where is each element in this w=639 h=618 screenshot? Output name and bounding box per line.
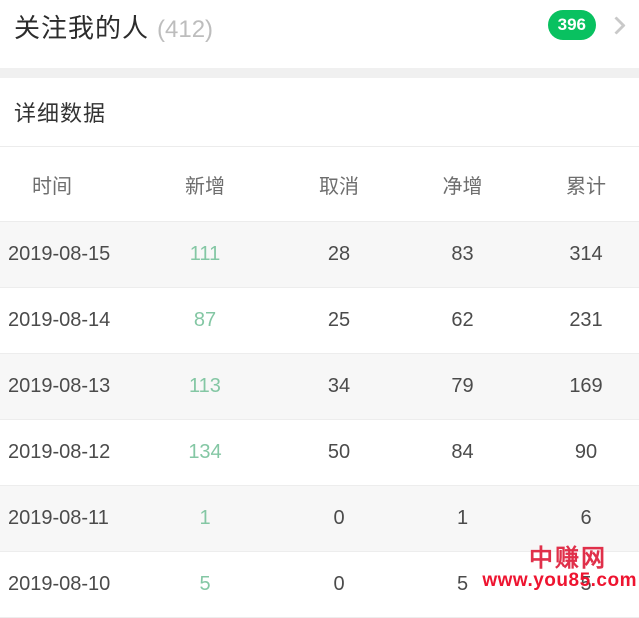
- cell-total: 314: [569, 243, 603, 265]
- cell-date: 2019-08-10: [8, 573, 111, 595]
- cell-cancel: 34: [327, 375, 351, 397]
- cell-date: 2019-08-14: [8, 309, 111, 331]
- cell-net: 84: [451, 441, 474, 463]
- cell-date: 2019-08-13: [8, 375, 111, 397]
- followers-total-count: (412): [157, 16, 214, 43]
- cell-net: 62: [451, 309, 474, 331]
- col-header-new: 新增: [185, 175, 225, 198]
- cell-cancel: 0: [333, 507, 345, 529]
- cell-net: 83: [451, 243, 474, 265]
- followers-header-right[interactable]: 396: [547, 10, 626, 40]
- cell-date: 2019-08-11: [8, 507, 109, 529]
- cell-cancel: 50: [327, 441, 351, 463]
- table-row: 2019-08-13 113 34 79 169: [0, 354, 639, 420]
- cell-net: 79: [451, 375, 474, 397]
- cell-new: 5: [199, 573, 211, 595]
- cell-total: 6: [580, 507, 592, 529]
- cell-cancel: 28: [327, 243, 351, 265]
- cell-cancel: 0: [333, 573, 345, 595]
- followers-stats-table: 时间 新增 取消 净增 累计 2019-08-15 111 28 83 314 …: [0, 147, 639, 618]
- cell-total: 231: [569, 309, 603, 331]
- followers-title-group: 关注我的人 (412): [14, 8, 213, 45]
- detail-data-section: 详细数据: [0, 78, 639, 147]
- table-row: 2019-08-15 111 28 83 314: [0, 222, 639, 288]
- col-header-net: 净增: [442, 175, 483, 198]
- cell-new: 1: [199, 507, 211, 529]
- cell-date: 2019-08-15: [8, 243, 111, 265]
- cell-new: 87: [193, 309, 217, 331]
- chevron-right-icon[interactable]: [607, 15, 626, 35]
- table-header-row: 时间 新增 取消 净增 累计: [0, 147, 639, 222]
- cell-cancel: 25: [327, 309, 351, 331]
- table-body: 2019-08-15 111 28 83 314 2019-08-14 87 2…: [0, 222, 639, 618]
- section-title: 详细数据: [14, 101, 107, 126]
- cell-total: 90: [574, 441, 598, 463]
- cell-net: 1: [456, 507, 469, 529]
- followers-header[interactable]: 关注我的人 (412) 396: [0, 0, 639, 68]
- page-title: 关注我的人: [14, 13, 150, 43]
- table-row: 2019-08-10 5 0 5 5: [0, 552, 639, 618]
- col-header-cancel: 取消: [319, 175, 359, 198]
- cell-new: 113: [189, 375, 221, 397]
- table-row: 2019-08-14 87 25 62 231: [0, 288, 639, 354]
- unread-count-badge: 396: [547, 10, 596, 40]
- table-row: 2019-08-11 1 0 1 6: [0, 486, 639, 552]
- col-header-time: 时间: [32, 175, 72, 198]
- table-row: 2019-08-12 134 50 84 90: [0, 420, 639, 486]
- section-separator: [0, 68, 639, 78]
- cell-new: 134: [188, 441, 222, 463]
- col-header-total: 累计: [566, 175, 606, 198]
- cell-total: 169: [569, 375, 603, 397]
- cell-new: 111: [189, 243, 221, 265]
- cell-date: 2019-08-12: [8, 441, 111, 463]
- cell-total: 5: [580, 573, 592, 595]
- cell-net: 5: [456, 573, 469, 595]
